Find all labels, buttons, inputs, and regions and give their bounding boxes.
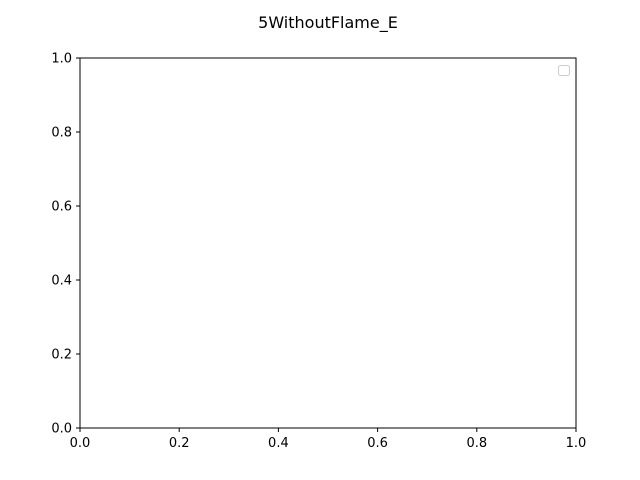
chart-title: 5WithoutFlame_E — [258, 13, 398, 33]
x-tick-label: 0.2 — [169, 436, 190, 451]
y-tick-label: 0.4 — [51, 274, 72, 289]
y-tick-label: 1.0 — [51, 52, 72, 67]
y-axis-ticks: 0.0 0.2 0.4 0.6 0.8 1.0 — [51, 52, 80, 437]
x-tick-label: 0.0 — [70, 436, 91, 451]
x-tick-label: 1.0 — [566, 436, 587, 451]
y-tick-label: 0.0 — [51, 422, 72, 437]
x-tick-label: 0.4 — [268, 436, 289, 451]
legend-box — [558, 65, 570, 76]
y-tick-label: 0.6 — [51, 200, 72, 215]
y-tick-label: 0.2 — [51, 348, 72, 363]
x-axis-ticks: 0.0 0.2 0.4 0.6 0.8 1.0 — [70, 428, 587, 451]
y-tick-label: 0.8 — [51, 126, 72, 141]
x-tick-label: 0.8 — [466, 436, 487, 451]
x-tick-label: 0.6 — [367, 436, 388, 451]
axes-frame — [79, 57, 577, 429]
plot-area — [80, 58, 576, 428]
